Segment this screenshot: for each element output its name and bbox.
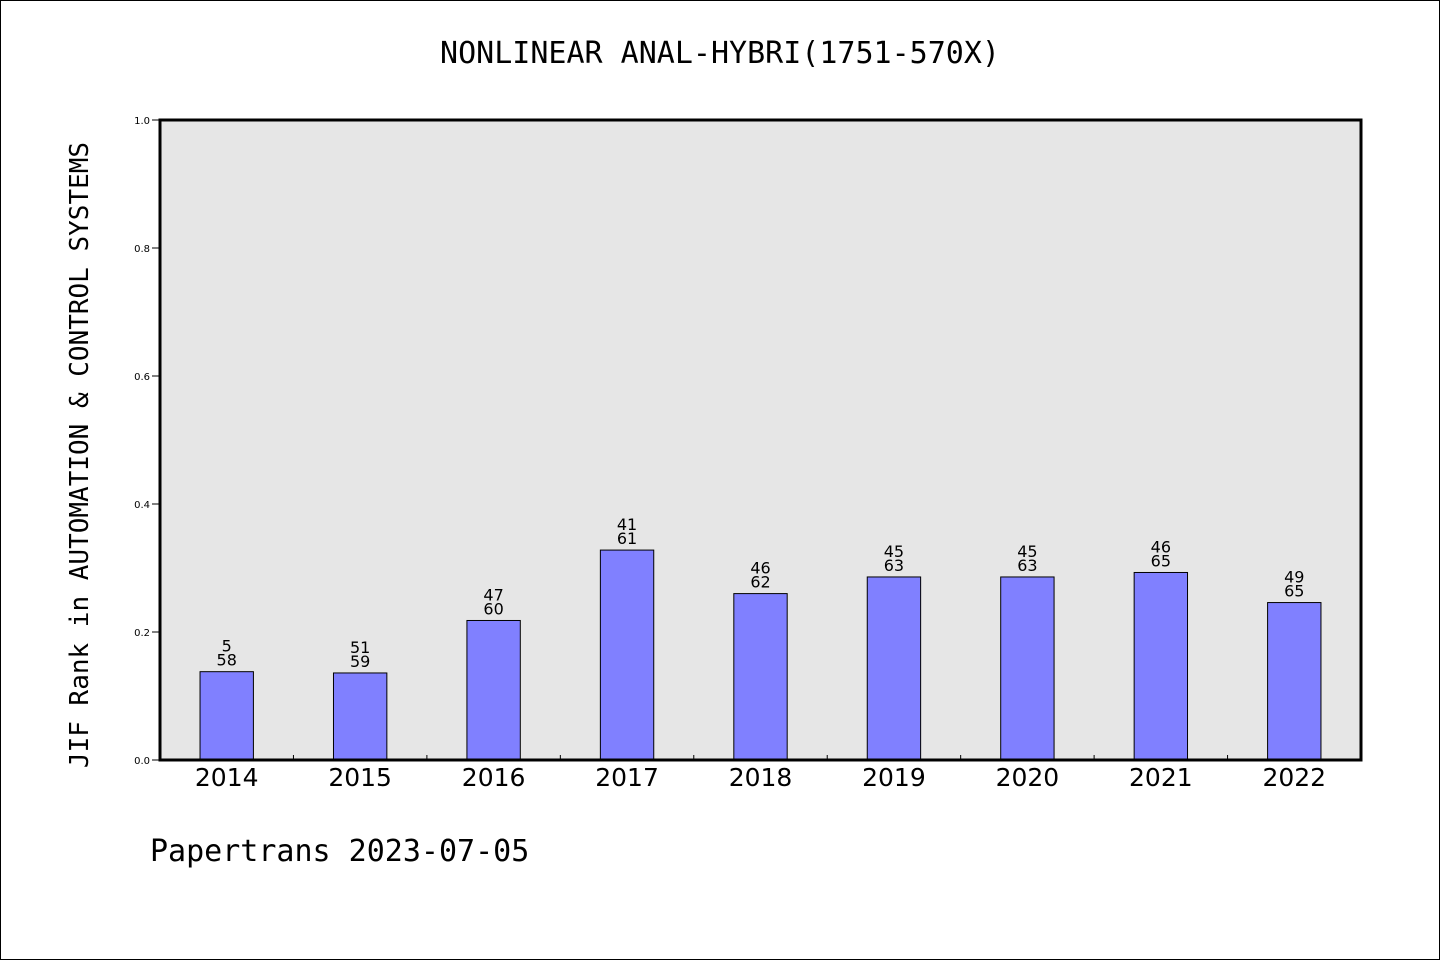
y-tick-label: 0.6 [134, 372, 150, 383]
x-tick-label: 2018 [729, 763, 793, 792]
x-tick-label: 2019 [862, 763, 926, 792]
plot-border [158, 118, 1363, 762]
bar-label-total: 58 [217, 651, 237, 670]
footer-source-date: Papertrans 2023-07-05 [150, 834, 530, 869]
y-tick-label: 0.2 [134, 628, 150, 639]
bar [199, 671, 254, 761]
x-tick-label: 2022 [1262, 763, 1326, 792]
bar-label-rank: 47 [483, 585, 503, 604]
bar [733, 593, 788, 761]
bar-label-total: 62 [750, 573, 770, 592]
chart-title: NONLINEAR ANAL-HYBRI(1751-570X) [440, 36, 1000, 71]
bar-label-total: 65 [1284, 582, 1304, 601]
bar-label-rank: 49 [1284, 568, 1304, 587]
bar [1133, 571, 1189, 761]
bar [866, 576, 922, 761]
bar [332, 672, 388, 761]
bar-label-total: 63 [1017, 556, 1037, 575]
bar-label-total: 60 [483, 599, 503, 618]
bar-label-total: 59 [350, 652, 370, 671]
bar-label-rank: 5 [222, 637, 232, 656]
y-tick-label: 0.8 [134, 244, 150, 255]
x-tick-label: 2017 [595, 763, 659, 792]
bar-label-rank: 45 [1017, 542, 1037, 561]
y-tick-label: 0.0 [134, 756, 150, 767]
bar-label-rank: 51 [350, 638, 370, 657]
x-tick-label: 2021 [1129, 763, 1193, 792]
bar [599, 549, 655, 761]
bar [466, 619, 521, 761]
bar-label-rank: 41 [617, 515, 637, 534]
y-tick-label: 0.4 [134, 500, 150, 511]
x-tick-label: 2014 [195, 763, 259, 792]
bar [1000, 576, 1055, 761]
x-tick-label: 2016 [462, 763, 526, 792]
bar-label-rank: 46 [1151, 537, 1171, 556]
bar-label-total: 61 [617, 529, 637, 548]
bar-label-rank: 45 [884, 542, 904, 561]
y-tick-label: 1.0 [134, 116, 150, 127]
bar-label-total: 63 [884, 556, 904, 575]
bar-label-total: 65 [1151, 551, 1171, 570]
x-tick-label: 2020 [996, 763, 1060, 792]
bar-label-rank: 46 [750, 559, 770, 578]
bar [1267, 602, 1322, 761]
x-tick-label: 2015 [328, 763, 392, 792]
